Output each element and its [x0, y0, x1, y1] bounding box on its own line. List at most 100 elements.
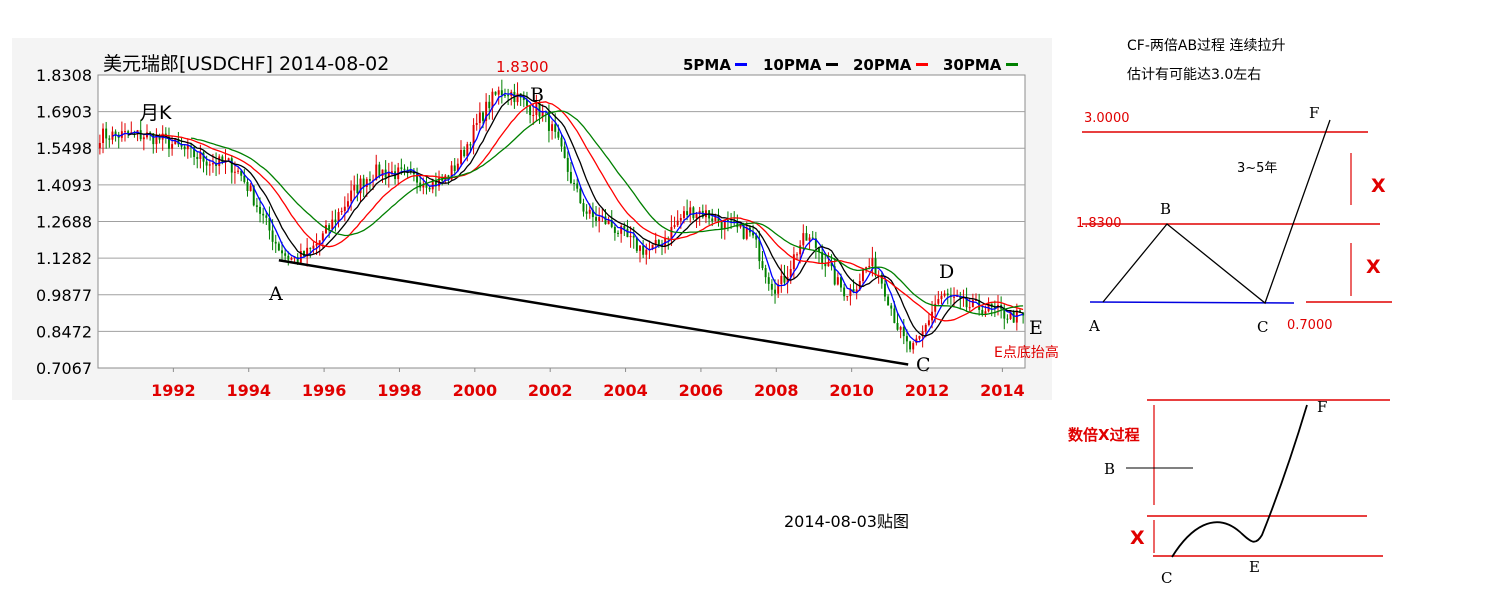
grid-lines: [98, 111, 1025, 332]
candle-body: [334, 219, 337, 223]
y-tick-label: 1.6903: [36, 103, 92, 122]
candle-body: [912, 343, 915, 350]
candle-body: [805, 233, 808, 241]
candle-body: [425, 184, 428, 188]
candle-body: [623, 226, 626, 229]
candle-body: [453, 165, 456, 172]
candle-body: [846, 296, 849, 298]
candle-body: [676, 220, 679, 226]
candle-body: [792, 254, 795, 270]
candle-body: [233, 171, 236, 173]
candle-body: [686, 211, 689, 215]
candle-body: [733, 220, 736, 223]
candle-body: [626, 228, 629, 238]
candle-body: [639, 245, 641, 251]
candle-body: [387, 172, 390, 178]
candle-body: [365, 179, 368, 187]
legend-30pma-label: 30PMA: [943, 56, 1002, 74]
candle-body: [230, 158, 233, 173]
candle-body: [375, 164, 378, 181]
candle-body: [497, 90, 500, 95]
y-tick-label: 0.9877: [36, 286, 92, 305]
candle-body: [177, 139, 180, 145]
candle-body: [507, 95, 510, 97]
candle-body: [855, 289, 858, 293]
candle-body: [770, 283, 773, 290]
candle-body: [745, 227, 748, 239]
legend-20pma-swatch: [916, 63, 928, 66]
candle-body: [525, 99, 528, 106]
candle-body: [573, 182, 576, 184]
candle-body: [909, 341, 912, 350]
ma-line-5pma: [112, 92, 1024, 343]
candle-body: [560, 137, 563, 147]
candle-body: [218, 156, 221, 166]
candle-body: [993, 307, 996, 309]
candle-body: [613, 226, 616, 233]
candle-body: [739, 223, 742, 228]
candle-body: [604, 216, 607, 225]
candle-body: [887, 296, 890, 306]
candle-body: [516, 93, 519, 103]
candle-body: [588, 209, 591, 214]
candle-body: [971, 300, 974, 308]
candle-body: [199, 152, 202, 159]
candle-body: [416, 174, 419, 183]
candle-body: [202, 152, 205, 162]
candle-body: [654, 239, 657, 245]
y-tick-label: 1.1282: [36, 249, 92, 268]
bottom-point-b: B: [1104, 460, 1115, 478]
candle-body: [183, 146, 186, 150]
candle-body: [538, 102, 541, 117]
moving-averages: [112, 92, 1024, 343]
x-tick-label: 2012: [905, 381, 950, 400]
x-tick-label: 2008: [754, 381, 799, 400]
candle-body: [981, 309, 984, 315]
y-tick-label: 0.8472: [36, 322, 92, 341]
candle-body: [167, 136, 170, 149]
candle-body: [902, 327, 905, 337]
candle-body: [956, 295, 959, 297]
candle-body: [249, 185, 252, 191]
annotation-a: A: [268, 283, 283, 305]
diagram-top-point-a: A: [1088, 317, 1100, 335]
candle-body: [642, 245, 645, 255]
duration-label: 3~5年: [1237, 161, 1277, 176]
ma-line-30pma: [190, 110, 1024, 316]
candle-body: [761, 261, 764, 269]
chart-title: 美元瑞郎[USDCHF] 2014-08-02: [103, 53, 389, 75]
candle-body: [368, 179, 371, 181]
candle-body: [306, 247, 309, 257]
candle-body: [208, 164, 211, 166]
candle-body: [271, 230, 274, 242]
candle-body: [500, 90, 503, 96]
candle-body: [579, 188, 582, 204]
candle-body: [356, 185, 359, 194]
candle-body: [595, 217, 598, 221]
candle-body: [635, 237, 638, 251]
candle-body: [171, 144, 174, 149]
candle-body: [726, 219, 729, 221]
candle-body: [284, 253, 287, 256]
peak-label: 1.8300: [496, 58, 549, 76]
candle-body: [821, 252, 824, 264]
candle-body: [607, 219, 610, 225]
candle-body: [312, 245, 315, 249]
x-tick-label: 2006: [679, 381, 724, 400]
candle-body: [466, 144, 469, 157]
candle-body: [689, 207, 692, 215]
candle-body: [692, 207, 695, 219]
candle-body: [802, 233, 805, 246]
annotation-e: E: [1029, 317, 1043, 339]
level-low-label: 0.7000: [1287, 318, 1333, 333]
candle-body: [629, 235, 632, 238]
candle-body: [221, 156, 224, 163]
candle-body: [252, 185, 255, 206]
x-tick-label: 2002: [528, 381, 573, 400]
candle-body: [281, 250, 283, 254]
candle-body: [836, 277, 839, 285]
x-tick-label: 2004: [603, 381, 648, 400]
candle-body: [475, 123, 478, 125]
candle-body: [840, 277, 842, 288]
candle-body: [485, 101, 488, 121]
